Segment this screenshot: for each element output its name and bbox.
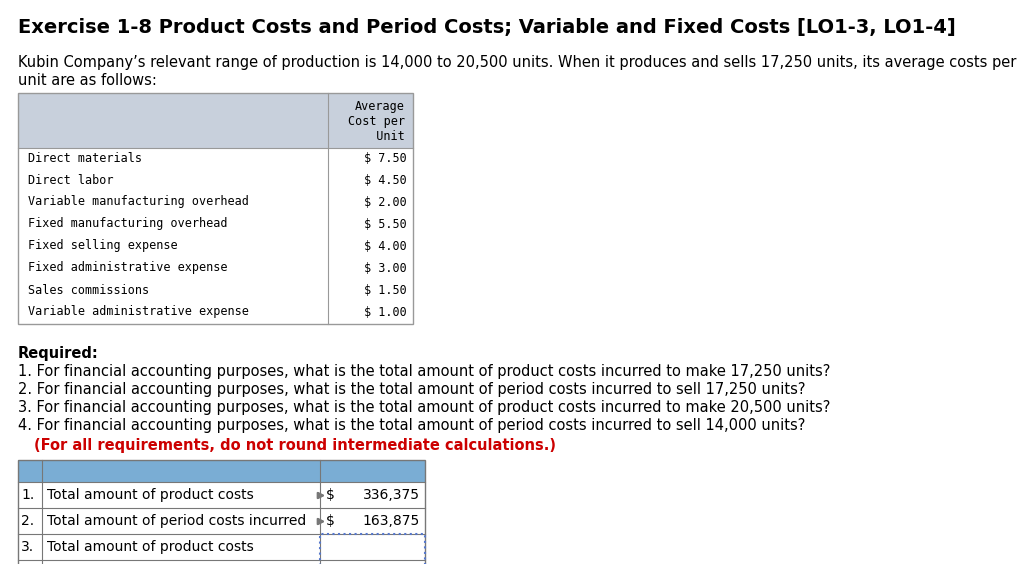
Text: Average
Cost per
  Unit: Average Cost per Unit [348,100,406,143]
Text: $ 2.00: $ 2.00 [365,196,407,209]
Text: unit are as follows:: unit are as follows: [18,73,157,88]
Text: $ 3.00: $ 3.00 [365,262,407,275]
Text: $ 4.50: $ 4.50 [365,174,407,187]
Text: $ 4.00: $ 4.00 [365,240,407,253]
Text: Exercise 1-8 Product Costs and Period Costs; Variable and Fixed Costs [LO1-3, LO: Exercise 1-8 Product Costs and Period Co… [18,18,955,37]
Bar [18,148,413,324]
Text: Kubin Company’s relevant range of production is 14,000 to 20,500 units. When it : Kubin Company’s relevant range of produc… [18,55,1017,70]
Text: 336,375: 336,375 [362,488,420,502]
Text: $: $ [326,488,335,502]
Text: Fixed administrative expense: Fixed administrative expense [28,262,227,275]
Text: 3.: 3. [22,540,34,554]
Bar [18,93,413,148]
Bar [18,460,425,482]
Text: Total amount of product costs: Total amount of product costs [47,540,254,554]
Text: Direct labor: Direct labor [28,174,114,187]
Text: 2. For financial accounting purposes, what is the total amount of period costs i: 2. For financial accounting purposes, wh… [18,382,806,397]
Text: $ 1.00: $ 1.00 [365,306,407,319]
Text: $ 1.50: $ 1.50 [365,284,407,297]
Bar [18,482,425,564]
Text: 2.: 2. [22,514,34,528]
Text: 163,875: 163,875 [362,514,420,528]
Text: Variable administrative expense: Variable administrative expense [28,306,249,319]
Text: 1. For financial accounting purposes, what is the total amount of product costs : 1. For financial accounting purposes, wh… [18,364,830,379]
Text: Required:: Required: [18,346,98,361]
Bar [18,460,425,564]
Bar [18,93,413,324]
Text: $ 7.50: $ 7.50 [365,152,407,165]
Text: Total amount of period costs incurred: Total amount of period costs incurred [47,514,306,528]
Bar [319,534,425,564]
Text: Fixed selling expense: Fixed selling expense [28,240,177,253]
Text: (For all requirements, do not round intermediate calculations.): (For all requirements, do not round inte… [34,438,556,453]
Text: Fixed manufacturing overhead: Fixed manufacturing overhead [28,218,227,231]
Text: 1.: 1. [22,488,34,502]
Text: Sales commissions: Sales commissions [28,284,150,297]
Text: Variable manufacturing overhead: Variable manufacturing overhead [28,196,249,209]
Text: Direct materials: Direct materials [28,152,142,165]
Text: 4. For financial accounting purposes, what is the total amount of period costs i: 4. For financial accounting purposes, wh… [18,418,805,433]
Text: Total amount of product costs: Total amount of product costs [47,488,254,502]
Text: $: $ [326,514,335,528]
Text: 3. For financial accounting purposes, what is the total amount of product costs : 3. For financial accounting purposes, wh… [18,400,830,415]
Text: $ 5.50: $ 5.50 [365,218,407,231]
